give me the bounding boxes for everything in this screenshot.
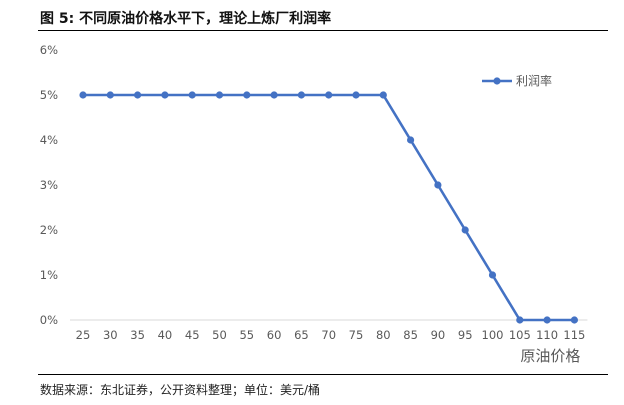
y-tick-label: 5%: [40, 88, 58, 102]
y-tick-label: 6%: [40, 43, 58, 57]
data-point: [79, 91, 87, 99]
y-axis: 0% 1% 2% 3% 4% 5% 6%: [40, 43, 58, 327]
x-tick-label: 115: [563, 328, 585, 342]
x-tick-label: 80: [376, 328, 391, 342]
x-tick-label: 65: [294, 328, 309, 342]
x-axis-label: 原油价格: [520, 347, 580, 365]
x-tick-label: 100: [482, 328, 504, 342]
source-note: 数据来源：东北证券，公开资料整理；单位：美元/桶: [40, 383, 321, 397]
x-tick-label: 40: [158, 328, 173, 342]
x-tick-label: 75: [349, 328, 364, 342]
y-tick-label: 3%: [40, 178, 58, 192]
data-point: [325, 91, 333, 99]
title-rule: [38, 30, 608, 31]
data-point: [270, 91, 278, 99]
x-tick-label: 60: [267, 328, 282, 342]
data-point: [188, 91, 196, 99]
data-point: [434, 181, 442, 189]
data-point: [352, 91, 360, 99]
data-point: [543, 316, 551, 324]
x-tick-label: 45: [185, 328, 200, 342]
x-tick-label: 30: [103, 328, 118, 342]
x-tick-label: 90: [431, 328, 446, 342]
x-tick-label: 105: [509, 328, 531, 342]
x-tick-label: 35: [130, 328, 145, 342]
x-tick-label: 50: [212, 328, 227, 342]
data-point: [215, 91, 224, 99]
series-line: [83, 93, 575, 322]
y-tick-label: 0%: [40, 313, 58, 327]
data-point: [407, 136, 415, 144]
data-point: [461, 226, 469, 234]
x-tick-label: 70: [321, 328, 336, 342]
source-rule: [38, 374, 608, 375]
x-axis: 25 30 35 40 45 50 55 60 65 70 75 80 85 90 95 100 105 110 1…: [70, 319, 588, 342]
y-tick-label: 2%: [40, 223, 58, 237]
data-point: [379, 91, 387, 99]
data-point: [570, 316, 579, 324]
data-point: [516, 316, 524, 324]
x-tick-label: 85: [403, 328, 418, 342]
data-point: [106, 91, 114, 99]
legend-label: 利润率: [516, 73, 552, 88]
x-tick-label: 95: [458, 328, 473, 342]
data-point: [297, 91, 305, 99]
legend: 利润率: [482, 73, 552, 88]
series-group: [79, 91, 579, 324]
data-point: [161, 91, 169, 99]
y-tick-label: 1%: [40, 268, 58, 282]
x-tick-label: 25: [76, 328, 91, 342]
data-point: [243, 91, 251, 99]
y-tick-label: 4%: [40, 133, 58, 147]
data-point: [488, 271, 497, 279]
figure-title: 图 5: 不同原油价格水平下，理论上炼厂利润率: [40, 11, 332, 27]
legend-dot-marker: [493, 77, 501, 85]
x-tick-label: 55: [239, 328, 254, 342]
data-point: [134, 91, 142, 99]
x-tick-label: 110: [536, 328, 558, 342]
